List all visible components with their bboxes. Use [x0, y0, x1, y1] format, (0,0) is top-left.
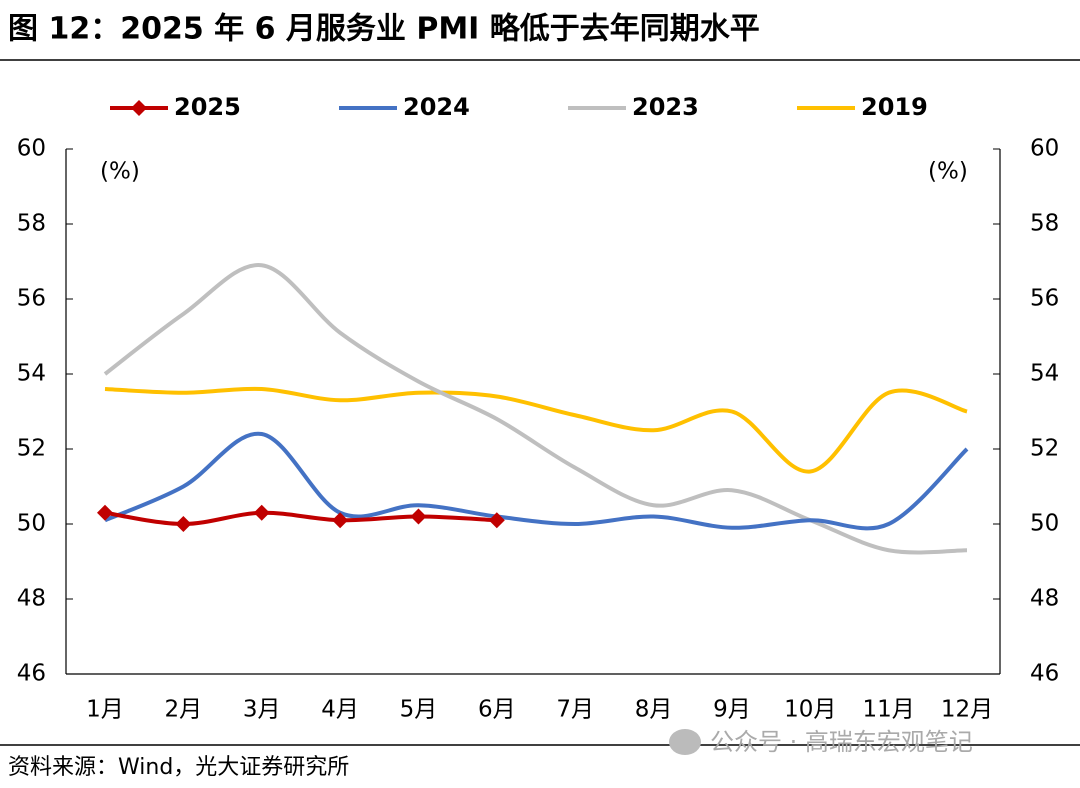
x-tick-label: 6月	[478, 697, 516, 723]
x-tick-label: 2月	[165, 697, 203, 723]
y-tick-label: 58	[17, 211, 46, 237]
y-tick-label: 60	[17, 136, 46, 162]
x-tick-label: 7月	[556, 697, 594, 723]
watermark: 公众号 · 高瑞东宏观笔记	[710, 728, 973, 756]
x-tick-label: 10月	[784, 697, 836, 723]
series-line	[104, 386, 968, 474]
chart-title: 图 12：2025 年 6 月服务业 PMI 略低于去年同期水平	[8, 12, 760, 47]
x-tick-label: 4月	[321, 697, 359, 723]
y-tick-label: 52	[17, 436, 46, 462]
y-tick-label: 48	[17, 586, 46, 612]
x-tick-label: 5月	[400, 697, 438, 723]
y2-tick-label: 58	[1030, 211, 1059, 237]
x-tick-label: 1月	[86, 697, 124, 723]
legend-label: 2025	[174, 93, 241, 121]
series-line	[103, 263, 968, 555]
series-line	[104, 431, 969, 531]
x-tick-label: 9月	[713, 697, 751, 723]
y2-tick-label: 54	[1030, 361, 1059, 387]
y2-tick-label: 48	[1030, 586, 1059, 612]
marker	[410, 508, 427, 525]
series-line	[104, 510, 497, 526]
legend-label: 2019	[861, 93, 928, 121]
legend-marker	[131, 100, 147, 116]
y-tick-label: 56	[17, 286, 46, 312]
marker	[253, 504, 270, 521]
y2-unit: (%)	[928, 159, 968, 185]
y2-tick-label: 46	[1030, 661, 1059, 687]
marker	[97, 504, 113, 521]
legend-label: 2023	[632, 93, 699, 121]
y-tick-label: 54	[17, 361, 46, 387]
source: 资料来源：Wind，光大证券研究所	[8, 755, 349, 780]
y2-tick-label: 56	[1030, 286, 1059, 312]
x-tick-label: 3月	[243, 697, 281, 723]
marker	[332, 512, 349, 529]
x-tick-label: 12月	[941, 697, 993, 723]
y2-tick-label: 50	[1030, 511, 1059, 537]
marker	[175, 516, 192, 532]
y-tick-label: 46	[17, 661, 46, 687]
marker	[488, 512, 505, 529]
y-tick-label: 50	[17, 511, 46, 537]
y-unit: (%)	[100, 159, 140, 185]
y2-tick-label: 60	[1030, 136, 1059, 162]
watermark-icon	[669, 729, 701, 755]
x-tick-label: 11月	[862, 697, 914, 723]
x-tick-label: 8月	[635, 697, 673, 723]
legend-label: 2024	[403, 93, 470, 121]
y2-tick-label: 52	[1030, 436, 1059, 462]
